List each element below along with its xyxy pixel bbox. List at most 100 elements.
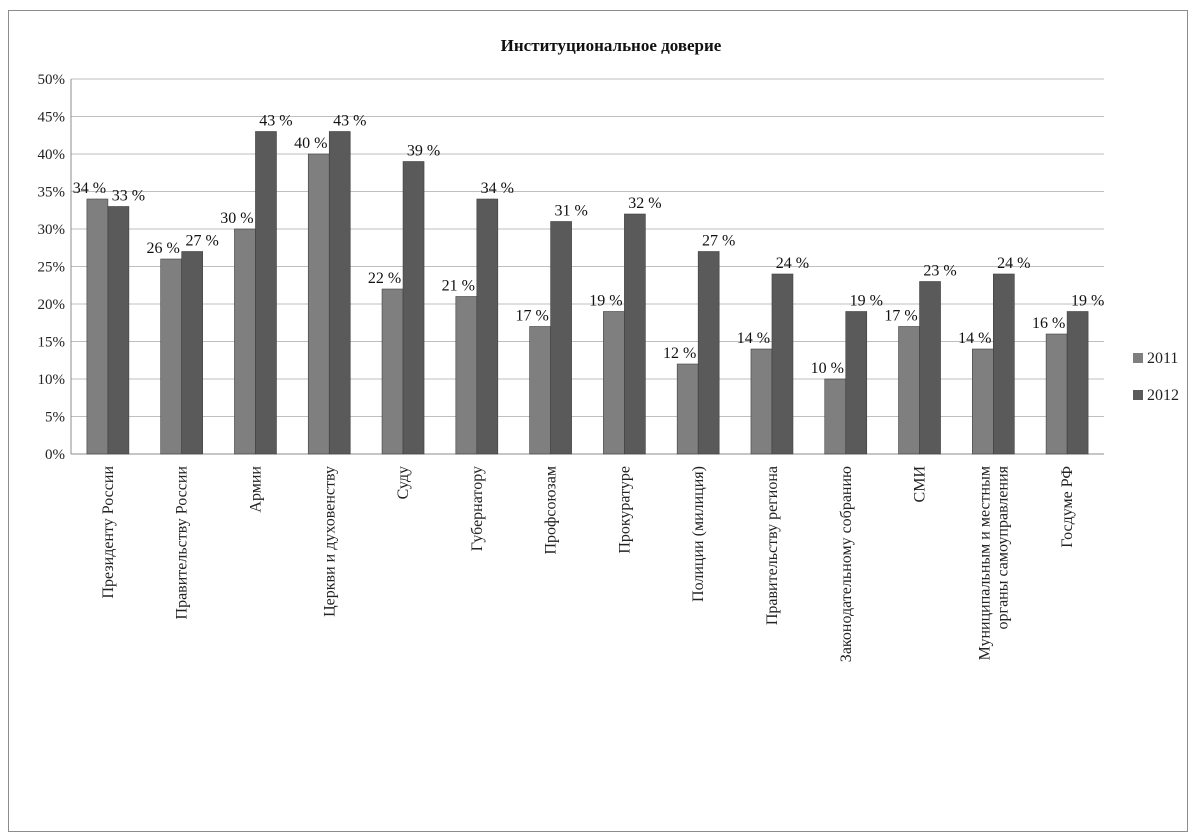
- bar-2012: [550, 221, 572, 455]
- category-label: Законодательному собранию: [838, 466, 855, 662]
- data-label: 27 %: [186, 233, 219, 250]
- data-label: 10 %: [811, 360, 844, 377]
- data-label: 14 %: [737, 330, 770, 347]
- bar-2011: [750, 348, 773, 455]
- legend-label: 2012: [1147, 387, 1179, 404]
- data-label: 33 %: [112, 188, 145, 205]
- bar-2011: [86, 198, 109, 455]
- data-labels: 34 % 33 %26 % 27 %30 %43 %40 %43 %22 %39 %…: [73, 113, 1105, 378]
- category-label-line: Полиции (милиция): [690, 466, 707, 602]
- bar-2012: [771, 273, 794, 455]
- bar-2012: [1066, 311, 1089, 455]
- bar-chart: Институциональное доверие 0% 5% 10% 15% 20% 2…: [38, 36, 1180, 662]
- bar-2012: [476, 198, 499, 455]
- category-label-line: Губернатору: [469, 466, 486, 551]
- category-label: Губернатору: [469, 466, 486, 551]
- chart-title: Институциональное доверие: [501, 36, 722, 55]
- category-label-line: Муниципальным и местным: [976, 466, 993, 660]
- bar-2011: [676, 363, 699, 455]
- category-label: Прокуратуре: [616, 466, 633, 554]
- bar-2011: [307, 153, 330, 455]
- data-label: 31 %: [554, 203, 587, 220]
- y-tick-label: 40%: [38, 147, 66, 163]
- bar-2011: [898, 326, 920, 455]
- y-axis-ticks: 0% 5% 10% 15% 20% 25% 30% 35% 40% 45% 50%: [38, 72, 66, 463]
- y-tick-label: 30%: [38, 222, 66, 238]
- category-label-line: СМИ: [912, 466, 929, 503]
- data-label: 24 %: [776, 255, 809, 272]
- data-label: 30 %: [220, 210, 253, 227]
- category-label: СМИ: [912, 466, 929, 503]
- data-label: 27 %: [702, 233, 735, 250]
- category-label-line: Церкви и духовенству: [321, 466, 338, 617]
- bar-2011: [160, 258, 182, 455]
- bar-2011: [824, 378, 847, 455]
- bar-2012: [697, 251, 720, 455]
- data-label: 34 %: [481, 180, 514, 197]
- bar-2012: [255, 131, 277, 455]
- data-label: 43 %: [333, 113, 366, 130]
- data-label: 39 %: [407, 143, 440, 160]
- category-label-line: органы самоуправления: [994, 465, 1011, 629]
- y-tick-label: 25%: [38, 260, 66, 276]
- category-label: Суду: [395, 466, 412, 499]
- legend-swatch: [1133, 353, 1143, 363]
- y-tick-label: 10%: [38, 372, 66, 388]
- chart-frame: Институциональное доверие 0% 5% 10% 15% 20% 2…: [8, 10, 1188, 832]
- bar-2011: [455, 296, 478, 455]
- category-label: Госдуме РФ: [1059, 466, 1076, 548]
- data-label: 17 %: [515, 308, 548, 325]
- bar-2011: [972, 348, 994, 455]
- legend-label: 2011: [1147, 350, 1178, 367]
- y-tick-label: 35%: [38, 185, 66, 201]
- data-label: 32 %: [628, 195, 661, 212]
- bar-2012: [402, 161, 425, 455]
- bar-2012: [919, 281, 941, 455]
- y-tick-label: 15%: [38, 335, 66, 351]
- bar-2011: [1045, 333, 1068, 455]
- data-label: 21 %: [442, 278, 475, 295]
- category-label-line: Правительству региона: [764, 466, 781, 625]
- data-label: 16 %: [1032, 315, 1065, 332]
- category-labels: Президенту России Правительству России Арм…: [100, 465, 1076, 662]
- category-label-line: Правительству России: [174, 466, 191, 620]
- data-label: 22 %: [368, 270, 401, 287]
- category-label-line: Прокуратуре: [616, 466, 633, 554]
- data-label: 26 %: [147, 240, 180, 257]
- data-label: 23 %: [923, 263, 956, 280]
- category-label-line: Армии: [247, 466, 264, 513]
- data-label: 19 %: [589, 293, 622, 310]
- data-label: 34 %: [73, 180, 106, 197]
- bar-2012: [993, 273, 1015, 455]
- bar-2012: [845, 311, 868, 455]
- bar-2012: [107, 206, 130, 455]
- category-label: Полиции (милиция): [690, 466, 707, 602]
- category-label-line: Президенту России: [100, 466, 117, 599]
- y-tick-label: 20%: [38, 297, 66, 313]
- category-label: Правительству России: [174, 466, 191, 620]
- category-label-line: Законодательному собранию: [838, 466, 855, 662]
- legend-swatch: [1133, 390, 1143, 400]
- data-label: 19 %: [1071, 293, 1104, 310]
- legend: 2011 2012: [1133, 350, 1179, 404]
- bar-2011: [381, 288, 404, 455]
- category-label-line: Профсоюзам: [543, 466, 560, 555]
- category-label: Президенту России: [100, 466, 117, 599]
- y-tick-label: 5%: [45, 410, 65, 426]
- category-label: Армии: [247, 466, 264, 513]
- category-label: Правительству региона: [764, 466, 781, 625]
- category-label: Церкви и духовенству: [321, 466, 338, 617]
- bar-2011: [529, 326, 551, 455]
- y-tick-label: 50%: [38, 72, 66, 88]
- bar-2012: [624, 213, 646, 455]
- category-label-line: Суду: [395, 466, 412, 499]
- bar-2011: [234, 228, 256, 455]
- category-label-line: Госдуме РФ: [1059, 466, 1076, 548]
- y-tick-label: 0%: [45, 447, 65, 463]
- bar-2012: [181, 251, 203, 455]
- data-label: 43 %: [259, 113, 292, 130]
- category-label: Профсоюзам: [543, 466, 560, 555]
- data-label: 12 %: [663, 345, 696, 362]
- data-label: 14 %: [958, 330, 991, 347]
- bar-2011: [603, 311, 625, 455]
